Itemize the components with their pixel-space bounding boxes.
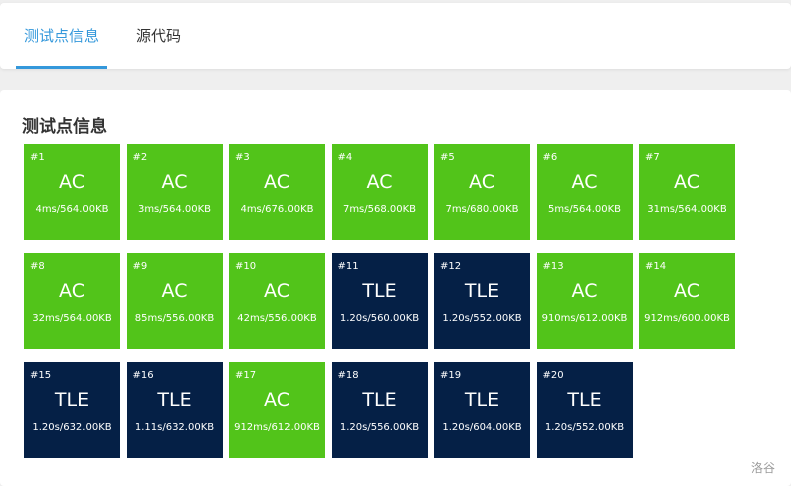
tab-test-info[interactable]: 测试点信息 — [15, 3, 108, 69]
test-case-tile[interactable]: #6 AC 5ms/564.00KB — [536, 144, 633, 240]
test-case-number: #17 — [235, 370, 257, 381]
test-case-status: AC — [264, 280, 290, 302]
test-case-status: TLE — [464, 389, 500, 411]
test-case-time-memory: 1.20s/604.00KB — [442, 422, 522, 433]
watermark: 洛谷 — [751, 461, 776, 475]
test-case-number: #1 — [30, 152, 45, 163]
test-results-panel: 测试点信息 #1 AC 4ms/564.00KB #2 AC 3ms/564.00KB #3… — [0, 90, 791, 486]
test-case-number: #13 — [542, 261, 564, 272]
test-case-number: #5 — [440, 152, 455, 163]
test-case-number: #7 — [645, 152, 660, 163]
test-case-time-memory: 1.11s/632.00KB — [134, 422, 215, 433]
test-case-tile[interactable]: #8 AC 32ms/564.00KB — [24, 253, 120, 349]
test-case-status: AC — [59, 280, 85, 302]
test-case-time-memory: 3ms/564.00KB — [137, 204, 212, 215]
test-case-status: TLE — [567, 389, 602, 411]
test-case-tile[interactable]: #7 AC 31ms/564.00KB — [639, 144, 735, 240]
test-case-status: AC — [571, 280, 598, 302]
test-case-number: #11 — [337, 261, 359, 272]
test-case-number: #20 — [542, 370, 564, 381]
test-case-time-memory: 1.20s/560.00KB — [339, 313, 420, 324]
test-case-tile[interactable]: #17 AC 912ms/612.00KB — [229, 362, 325, 458]
test-case-status: AC — [161, 171, 188, 193]
test-case-time-memory: 85ms/556.00KB — [134, 313, 215, 324]
test-case-status: AC — [366, 171, 393, 193]
test-case-tile[interactable]: #4 AC 7ms/568.00KB — [331, 144, 428, 240]
test-case-tile[interactable]: #20 TLE 1.20s/552.00KB — [536, 362, 633, 458]
test-case-tile[interactable]: #13 AC 910ms/612.00KB — [536, 253, 633, 349]
test-case-time-memory: 1.20s/556.00KB — [339, 422, 420, 433]
test-case-tile[interactable]: #14 AC 912ms/600.00KB — [639, 253, 735, 349]
test-case-number: #19 — [440, 370, 462, 381]
test-case-tile[interactable]: #5 AC 7ms/680.00KB — [434, 144, 530, 240]
tab-source-code[interactable]: 源代码 — [136, 27, 182, 45]
test-case-time-memory: 4ms/564.00KB — [35, 204, 109, 215]
test-case-time-memory: 1.20s/632.00KB — [32, 422, 112, 433]
test-case-time-memory: 7ms/680.00KB — [445, 204, 519, 215]
test-case-tile[interactable]: #15 TLE 1.20s/632.00KB — [24, 362, 120, 458]
test-case-number: #18 — [337, 370, 359, 381]
test-case-time-memory: 1.20s/552.00KB — [442, 313, 522, 324]
test-case-number: #8 — [30, 261, 45, 272]
test-case-tile[interactable]: #1 AC 4ms/564.00KB — [24, 144, 120, 240]
test-case-number: #12 — [440, 261, 462, 272]
test-case-grid: #1 AC 4ms/564.00KB #2 AC 3ms/564.00KB #3 AC 4ms/… — [24, 144, 735, 458]
test-case-number: #16 — [132, 370, 154, 381]
test-case-tile[interactable]: #18 TLE 1.20s/556.00KB — [331, 362, 428, 458]
test-case-status: TLE — [464, 280, 500, 302]
test-case-time-memory: 5ms/564.00KB — [547, 204, 622, 215]
test-case-time-memory: 7ms/568.00KB — [342, 204, 417, 215]
test-case-time-memory: 912ms/600.00KB — [644, 313, 730, 324]
test-case-tile[interactable]: #12 TLE 1.20s/552.00KB — [434, 253, 530, 349]
test-case-status: AC — [264, 171, 290, 193]
test-case-tile[interactable]: #2 AC 3ms/564.00KB — [126, 144, 223, 240]
test-case-status: TLE — [362, 280, 397, 302]
test-case-tile[interactable]: #11 TLE 1.20s/560.00KB — [331, 253, 428, 349]
test-case-number: #15 — [30, 370, 52, 381]
test-case-status: AC — [674, 280, 700, 302]
test-case-status: AC — [469, 171, 495, 193]
test-case-time-memory: 31ms/564.00KB — [647, 204, 727, 215]
test-case-tile[interactable]: #10 AC 42ms/556.00KB — [229, 253, 325, 349]
test-case-time-memory: 42ms/556.00KB — [237, 313, 317, 324]
test-case-status: AC — [674, 171, 700, 193]
test-case-number: #10 — [235, 261, 257, 272]
test-case-time-memory: 1.20s/552.00KB — [544, 422, 625, 433]
test-case-tile[interactable]: #9 AC 85ms/556.00KB — [126, 253, 223, 349]
tab-bar: 测试点信息 源代码 — [0, 3, 791, 69]
test-case-time-memory: 912ms/612.00KB — [234, 422, 320, 433]
test-case-time-memory: 4ms/676.00KB — [240, 204, 314, 215]
test-case-tile[interactable]: #3 AC 4ms/676.00KB — [229, 144, 325, 240]
test-case-status: AC — [264, 389, 290, 411]
test-case-number: #14 — [645, 261, 667, 272]
test-case-status: AC — [571, 171, 598, 193]
test-case-time-memory: 910ms/612.00KB — [541, 313, 628, 324]
test-case-time-memory: 32ms/564.00KB — [32, 313, 112, 324]
test-case-number: #4 — [337, 152, 353, 163]
test-case-tile[interactable]: #16 TLE 1.11s/632.00KB — [126, 362, 223, 458]
test-case-number: #2 — [132, 152, 148, 163]
section-title: 测试点信息 — [22, 117, 107, 137]
test-case-status: TLE — [54, 389, 90, 411]
test-case-tile[interactable]: #19 TLE 1.20s/604.00KB — [434, 362, 530, 458]
test-case-number: #6 — [542, 152, 558, 163]
test-case-status: AC — [161, 280, 188, 302]
test-case-status: TLE — [362, 389, 397, 411]
test-case-status: TLE — [157, 389, 192, 411]
test-case-number: #9 — [132, 261, 148, 272]
test-case-number: #3 — [235, 152, 250, 163]
test-case-status: AC — [59, 171, 85, 193]
